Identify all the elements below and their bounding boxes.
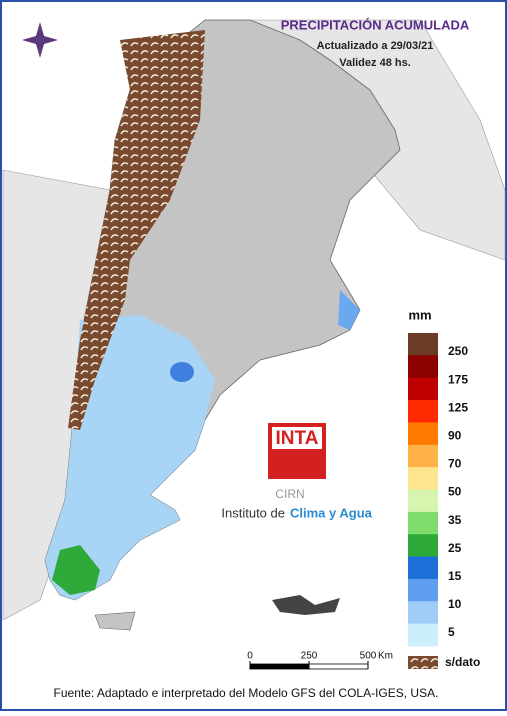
legend: 250 175 125 90 70 50 35 25 15 10 5 [408, 333, 468, 647]
legend-tick-label: 250 [448, 344, 468, 358]
compass [22, 22, 58, 58]
title: PRECIPITACIÓN ACUMULADA [281, 17, 470, 32]
scale-tick-label: 500 [360, 651, 377, 662]
legend-unit: mm [408, 307, 431, 322]
legend-tick-label: 50 [448, 485, 462, 499]
legend-swatch [408, 601, 438, 625]
legend-swatch [408, 623, 438, 647]
legend-swatch [408, 489, 438, 513]
scale-segment [308, 663, 369, 670]
legend-swatch [408, 333, 438, 356]
legend-tick-label: 10 [448, 597, 462, 611]
rain-area-heavy [52, 545, 100, 595]
no-data-area [68, 30, 205, 430]
legend-swatch [408, 400, 438, 423]
legend-tick-label: 125 [448, 400, 468, 414]
logo-name: INTA [276, 428, 319, 449]
legend-swatch [408, 355, 438, 379]
legend-tick-label: 5 [448, 625, 455, 639]
logo-inner [272, 427, 322, 449]
institute-name: Clima y Agua [290, 505, 373, 520]
legend-swatch [408, 556, 438, 580]
legend-swatch [408, 534, 438, 558]
legend-tick-label: 25 [448, 541, 462, 555]
source: Fuente: Adaptado e interpretado del Mode… [54, 686, 439, 700]
legend-tick-label: 35 [448, 513, 462, 527]
legend-tick-label: 70 [448, 457, 462, 471]
legend-swatch [408, 578, 438, 602]
legend-tick-label: 15 [448, 569, 462, 583]
institute-prefix: Instituto de [221, 505, 285, 520]
legend-swatch [408, 422, 438, 446]
rain-coast [338, 290, 360, 330]
tierra-del-fuego [94, 611, 136, 631]
legend-swatch [408, 377, 438, 401]
scale-tick-label: 0 [247, 651, 253, 662]
no-data-label: s/dato [445, 655, 480, 669]
rain-core [170, 362, 194, 382]
legend-tick-label: 90 [448, 428, 462, 442]
scale-unit: Km [378, 651, 393, 662]
legend-swatch [408, 467, 438, 490]
legend-swatch [408, 511, 438, 535]
malvinas [272, 595, 340, 615]
legend-swatch [408, 444, 438, 468]
scale-segment [249, 663, 310, 670]
logo-center: CIRN [275, 487, 304, 501]
no-data-swatch [408, 656, 438, 669]
updated: Actualizado a 29/03/21 [317, 40, 434, 52]
validity: Validez 48 hs. [339, 57, 411, 69]
legend-tick-label: 175 [448, 372, 468, 386]
scale-tick-label: 250 [301, 651, 318, 662]
scale-bar: 0 250 500 Km [247, 651, 393, 670]
